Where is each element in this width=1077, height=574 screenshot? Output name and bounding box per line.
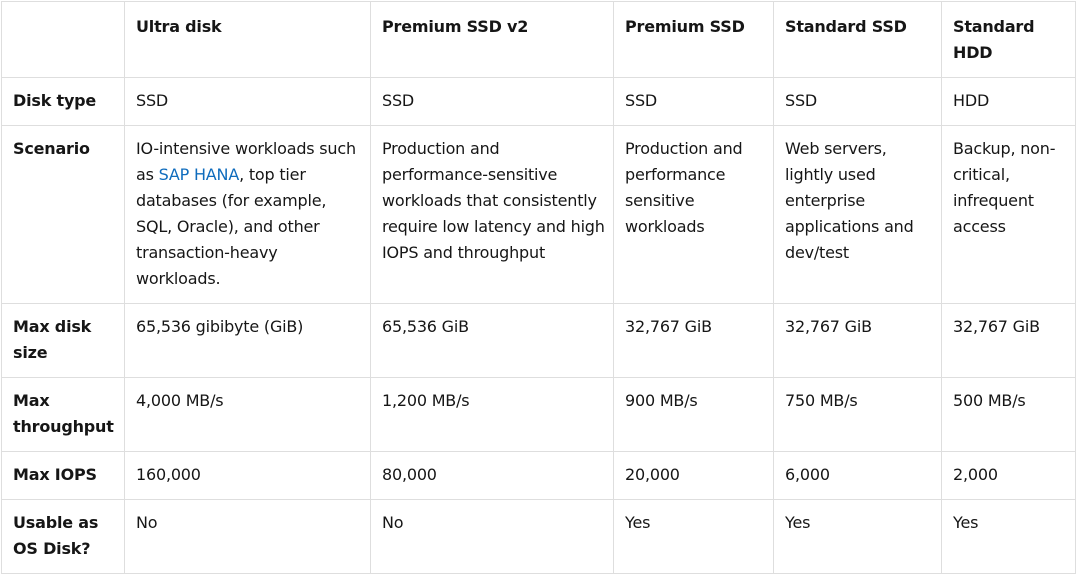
table-cell: SSD (124, 77, 371, 126)
row-label-max-iops: Max IOPS (1, 451, 125, 500)
table-row-disk-type: Disk type SSD SSD SSD SSD HDD (1, 77, 1076, 126)
table-cell: 32,767 GiB (613, 303, 774, 378)
header-premium-ssd: Premium SSD (613, 1, 774, 78)
table-cell: 20,000 (613, 451, 774, 500)
row-label-usable-as-os-disk: Usable as OS Disk? (1, 499, 125, 574)
sap-hana-link[interactable]: SAP HANA (158, 165, 240, 184)
table-cell: SSD (613, 77, 774, 126)
table-cell: 500 MB/s (941, 377, 1076, 452)
header-cell-empty (1, 1, 125, 78)
table-cell: 750 MB/s (773, 377, 942, 452)
table-row-scenario: Scenario IO-intensive workloads such as … (1, 125, 1076, 304)
row-label-scenario: Scenario (1, 125, 125, 304)
table-cell: Production and performance-sensitive wor… (370, 125, 614, 304)
table-cell: HDD (941, 77, 1076, 126)
table-cell: SSD (370, 77, 614, 126)
table-cell: 1,200 MB/s (370, 377, 614, 452)
table-cell: 160,000 (124, 451, 371, 500)
table-cell: 65,536 GiB (370, 303, 614, 378)
header-standard-ssd: Standard SSD (773, 1, 942, 78)
table-cell: 32,767 GiB (941, 303, 1076, 378)
table-cell: Yes (773, 499, 942, 574)
table-cell: 2,000 (941, 451, 1076, 500)
table-cell: SSD (773, 77, 942, 126)
table-row-max-disk-size: Max disk size 65,536 gibibyte (GiB) 65,5… (1, 303, 1076, 378)
table-cell: Web servers, lightly used enterprise app… (773, 125, 942, 304)
table-cell: 6,000 (773, 451, 942, 500)
table-cell: 65,536 gibibyte (GiB) (124, 303, 371, 378)
table-row-max-iops: Max IOPS 160,000 80,000 20,000 6,000 2,0… (1, 451, 1076, 500)
header-standard-hdd: Standard HDD (941, 1, 1076, 78)
table-header-row: Ultra disk Premium SSD v2 Premium SSD St… (1, 1, 1076, 78)
row-label-max-disk-size: Max disk size (1, 303, 125, 378)
table-cell: No (370, 499, 614, 574)
scenario-ultra-prefix: IO-intensive workloads such as (136, 139, 356, 184)
table-cell: Production and performance sensitive wor… (613, 125, 774, 304)
scenario-ultra-suffix: , top tier databases (for example, SQL, … (136, 165, 327, 288)
header-ultra-disk: Ultra disk (124, 1, 371, 78)
table-cell: Yes (941, 499, 1076, 574)
table-cell: 32,767 GiB (773, 303, 942, 378)
header-premium-ssd-v2: Premium SSD v2 (370, 1, 614, 78)
table-cell: 900 MB/s (613, 377, 774, 452)
table-row-usable-as-os-disk: Usable as OS Disk? No No Yes Yes Yes (1, 499, 1076, 574)
table-cell: Backup, non-critical, infrequent access (941, 125, 1076, 304)
table-cell: 80,000 (370, 451, 614, 500)
table-row-max-throughput: Max throughput 4,000 MB/s 1,200 MB/s 900… (1, 377, 1076, 452)
row-label-max-throughput: Max throughput (1, 377, 125, 452)
table-cell: Yes (613, 499, 774, 574)
table-cell: 4,000 MB/s (124, 377, 371, 452)
table-cell-scenario-ultra: IO-intensive workloads such as SAP HANA,… (124, 125, 371, 304)
row-label-disk-type: Disk type (1, 77, 125, 126)
table-cell: No (124, 499, 371, 574)
